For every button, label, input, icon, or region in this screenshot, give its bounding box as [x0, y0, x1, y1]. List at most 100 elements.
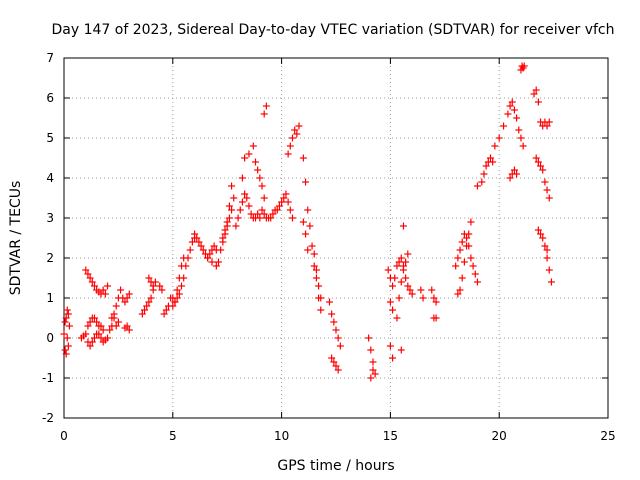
- data-point: [486, 154, 494, 162]
- data-point: [228, 206, 236, 214]
- data-point: [88, 278, 96, 286]
- data-point: [84, 270, 92, 278]
- data-point: [110, 310, 118, 318]
- data-point: [534, 158, 542, 166]
- data-point: [543, 254, 551, 262]
- data-point: [454, 290, 462, 298]
- data-point: [458, 274, 466, 282]
- data-point: [65, 322, 73, 330]
- data-point: [402, 274, 410, 282]
- data-point: [221, 226, 229, 234]
- data-point: [312, 266, 320, 274]
- data-point: [260, 110, 268, 118]
- data-point: [64, 342, 72, 350]
- data-point: [125, 290, 133, 298]
- data-points: [60, 62, 555, 382]
- data-point: [230, 194, 238, 202]
- data-point: [90, 314, 98, 322]
- data-point: [491, 142, 499, 150]
- data-point: [225, 214, 233, 222]
- data-point: [395, 294, 403, 302]
- data-point: [299, 154, 307, 162]
- y-tick-label: 7: [46, 51, 54, 65]
- data-point: [175, 274, 183, 282]
- data-point: [238, 174, 246, 182]
- data-point: [513, 170, 521, 178]
- data-point: [245, 202, 253, 210]
- data-point: [399, 266, 407, 274]
- data-point: [330, 358, 338, 366]
- data-point: [282, 190, 290, 198]
- data-point: [500, 122, 508, 130]
- data-point: [180, 254, 188, 262]
- y-tick-label: 0: [46, 331, 54, 345]
- data-point: [61, 318, 69, 326]
- data-point: [402, 258, 410, 266]
- data-point: [171, 298, 179, 306]
- data-point: [480, 170, 488, 178]
- data-point: [545, 118, 553, 126]
- data-point: [389, 354, 397, 362]
- data-point: [275, 202, 283, 210]
- data-point: [419, 294, 427, 302]
- data-point: [452, 262, 460, 270]
- data-point: [547, 278, 555, 286]
- data-point: [158, 286, 166, 294]
- data-point: [114, 318, 122, 326]
- data-point: [197, 242, 205, 250]
- data-point: [104, 282, 112, 290]
- x-tick-label: 0: [60, 429, 68, 443]
- data-point: [532, 86, 540, 94]
- data-point: [260, 194, 268, 202]
- y-tick-label: -2: [42, 411, 54, 425]
- data-point: [145, 298, 153, 306]
- plot-frame: [63, 57, 609, 419]
- data-point: [541, 242, 549, 250]
- data-point: [406, 286, 414, 294]
- data-point: [471, 270, 479, 278]
- data-point: [173, 286, 181, 294]
- data-point: [228, 182, 236, 190]
- data-point: [219, 234, 227, 242]
- data-point: [541, 178, 549, 186]
- data-point: [489, 158, 497, 166]
- data-point: [63, 306, 71, 314]
- data-point: [393, 262, 401, 270]
- data-point: [262, 102, 270, 110]
- data-point: [106, 326, 114, 334]
- x-axis-label: GPS time / hours: [277, 458, 394, 474]
- data-point: [206, 250, 214, 258]
- data-point: [208, 258, 216, 266]
- data-point: [537, 162, 545, 170]
- data-point: [82, 330, 90, 338]
- data-point: [467, 218, 475, 226]
- data-point: [199, 246, 207, 254]
- data-point: [506, 174, 514, 182]
- data-point: [97, 322, 105, 330]
- data-point: [254, 210, 262, 218]
- data-point: [384, 266, 392, 274]
- data-point: [62, 314, 70, 322]
- data-point: [104, 334, 112, 342]
- data-point: [315, 282, 323, 290]
- data-point: [482, 162, 490, 170]
- data-point: [317, 294, 325, 302]
- data-point: [310, 250, 318, 258]
- data-point: [93, 318, 101, 326]
- data-point: [397, 346, 405, 354]
- data-point: [539, 166, 547, 174]
- data-point: [504, 110, 512, 118]
- data-point: [543, 186, 551, 194]
- data-point: [188, 238, 196, 246]
- data-point: [284, 198, 292, 206]
- data-point: [232, 222, 240, 230]
- data-point: [90, 334, 98, 342]
- data-point: [286, 206, 294, 214]
- data-point: [210, 242, 218, 250]
- data-point: [295, 122, 303, 130]
- data-point: [330, 318, 338, 326]
- data-point: [288, 214, 296, 222]
- data-point: [336, 342, 344, 350]
- data-point: [160, 310, 168, 318]
- data-point: [545, 266, 553, 274]
